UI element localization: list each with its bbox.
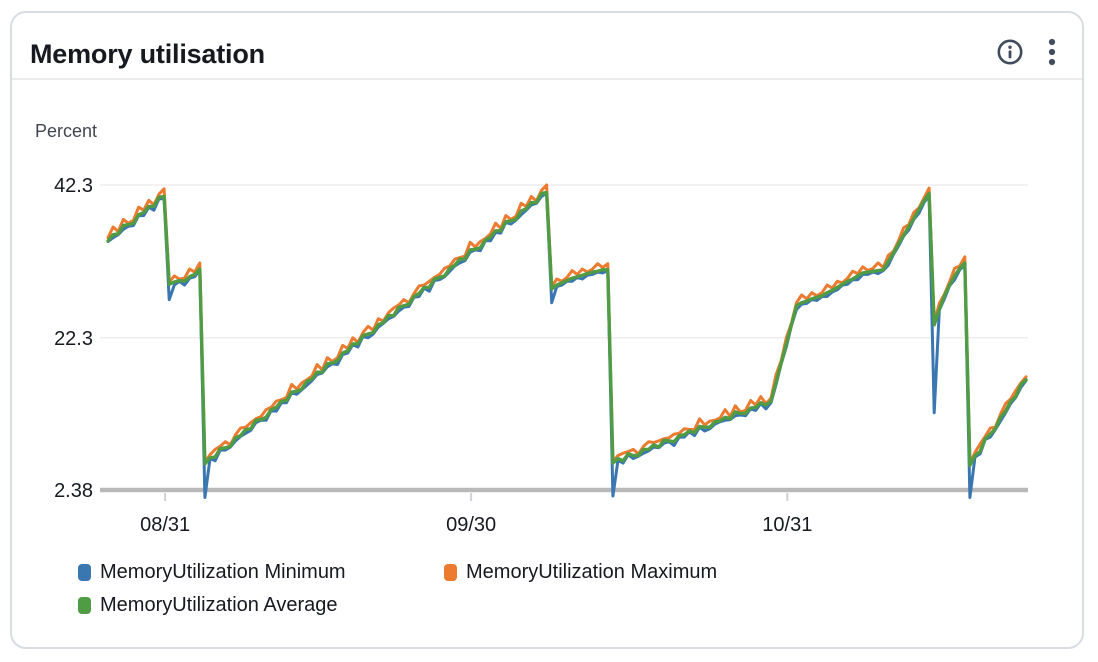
memory-utilisation-widget: Memory utilisation <box>10 11 1084 649</box>
y-tick-label: 2.38 <box>54 480 93 502</box>
x-tick-label: 09/30 <box>446 514 496 536</box>
widget-header: Memory utilisation <box>12 13 1082 80</box>
y-tick-label: 42.3 <box>54 175 93 197</box>
legend-swatch-minimum <box>78 564 91 581</box>
legend-label-maximum: MemoryUtilization Maximum <box>466 561 718 583</box>
widget-menu-button[interactable] <box>1044 34 1060 70</box>
widget-title: Memory utilisation <box>30 39 265 69</box>
legend-swatch-average <box>78 597 91 614</box>
legend-item-maximum[interactable]: MemoryUtilization Maximum <box>444 561 717 584</box>
info-button[interactable] <box>994 36 1026 68</box>
legend-item-minimum[interactable]: MemoryUtilization Minimum <box>78 561 346 584</box>
y-tick-label: 22.3 <box>54 328 93 350</box>
series-line-maximum <box>106 183 1028 466</box>
legend-item-average[interactable]: MemoryUtilization Average <box>78 594 338 617</box>
chart-plot[interactable]: 42.3 22.3 2.38 08/31 09/30 10/31 <box>0 0 1098 545</box>
legend-label-minimum: MemoryUtilization Minimum <box>100 561 346 583</box>
info-icon <box>997 39 1023 65</box>
legend-swatch-maximum <box>444 564 457 581</box>
widget-header-actions <box>994 34 1060 70</box>
x-tick-label: 08/31 <box>140 514 190 536</box>
kebab-menu-icon <box>1048 38 1056 66</box>
legend-label-average: MemoryUtilization Average <box>100 594 338 616</box>
x-tick-label: 10/31 <box>762 514 812 536</box>
series-line-minimum <box>106 191 1028 499</box>
series-line-average <box>106 190 1028 468</box>
